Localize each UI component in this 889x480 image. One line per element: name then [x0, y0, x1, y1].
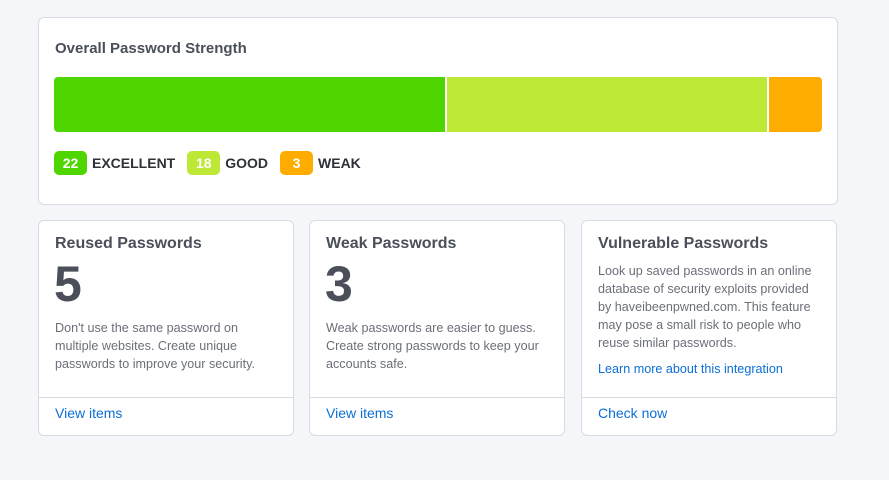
overall-strength-card: Overall Password Strength 22 EXCELLENT 18…	[38, 17, 838, 205]
strength-bar	[54, 77, 822, 132]
weak-count: 3	[325, 256, 353, 312]
card-description: Look up saved passwords in an online dat…	[598, 264, 812, 350]
divider	[310, 397, 564, 398]
check-now-link[interactable]: Check now	[598, 405, 668, 421]
card-description: Weak passwords are easier to guess. Crea…	[326, 321, 539, 371]
view-weak-items-link[interactable]: View items	[326, 405, 394, 421]
strength-bar-good	[446, 77, 767, 132]
vulnerable-passwords-card: Vulnerable Passwords Look up saved passw…	[581, 220, 837, 436]
view-reused-items-link[interactable]: View items	[55, 405, 123, 421]
count-badge: 22	[54, 151, 87, 175]
card-title: Vulnerable Passwords	[598, 235, 769, 252]
divider	[582, 397, 836, 398]
card-title: Reused Passwords	[55, 235, 202, 252]
card-description: Don't use the same password on multiple …	[55, 321, 255, 371]
legend-weak: 3 WEAK	[280, 151, 361, 175]
strength-bar-weak	[768, 77, 822, 132]
reused-passwords-card: Reused Passwords 5 Don't use the same pa…	[38, 220, 294, 436]
overall-strength-title: Overall Password Strength	[55, 40, 247, 57]
learn-more-link[interactable]: Learn more about this integration	[598, 362, 783, 376]
legend-label: WEAK	[318, 155, 361, 171]
legend-good: 18 GOOD	[187, 151, 268, 175]
legend-label: EXCELLENT	[92, 155, 176, 171]
legend-excellent: 22 EXCELLENT	[54, 151, 175, 175]
strength-legend: 22 EXCELLENT 18 GOOD 3 WEAK	[54, 151, 373, 175]
divider	[39, 397, 293, 398]
weak-passwords-card: Weak Passwords 3 Weak passwords are easi…	[309, 220, 565, 436]
strength-bar-excellent	[54, 77, 445, 132]
count-badge: 3	[280, 151, 314, 175]
card-title: Weak Passwords	[326, 235, 457, 252]
count-badge: 18	[187, 151, 221, 175]
reused-count: 5	[54, 256, 82, 312]
legend-label: GOOD	[225, 155, 269, 171]
